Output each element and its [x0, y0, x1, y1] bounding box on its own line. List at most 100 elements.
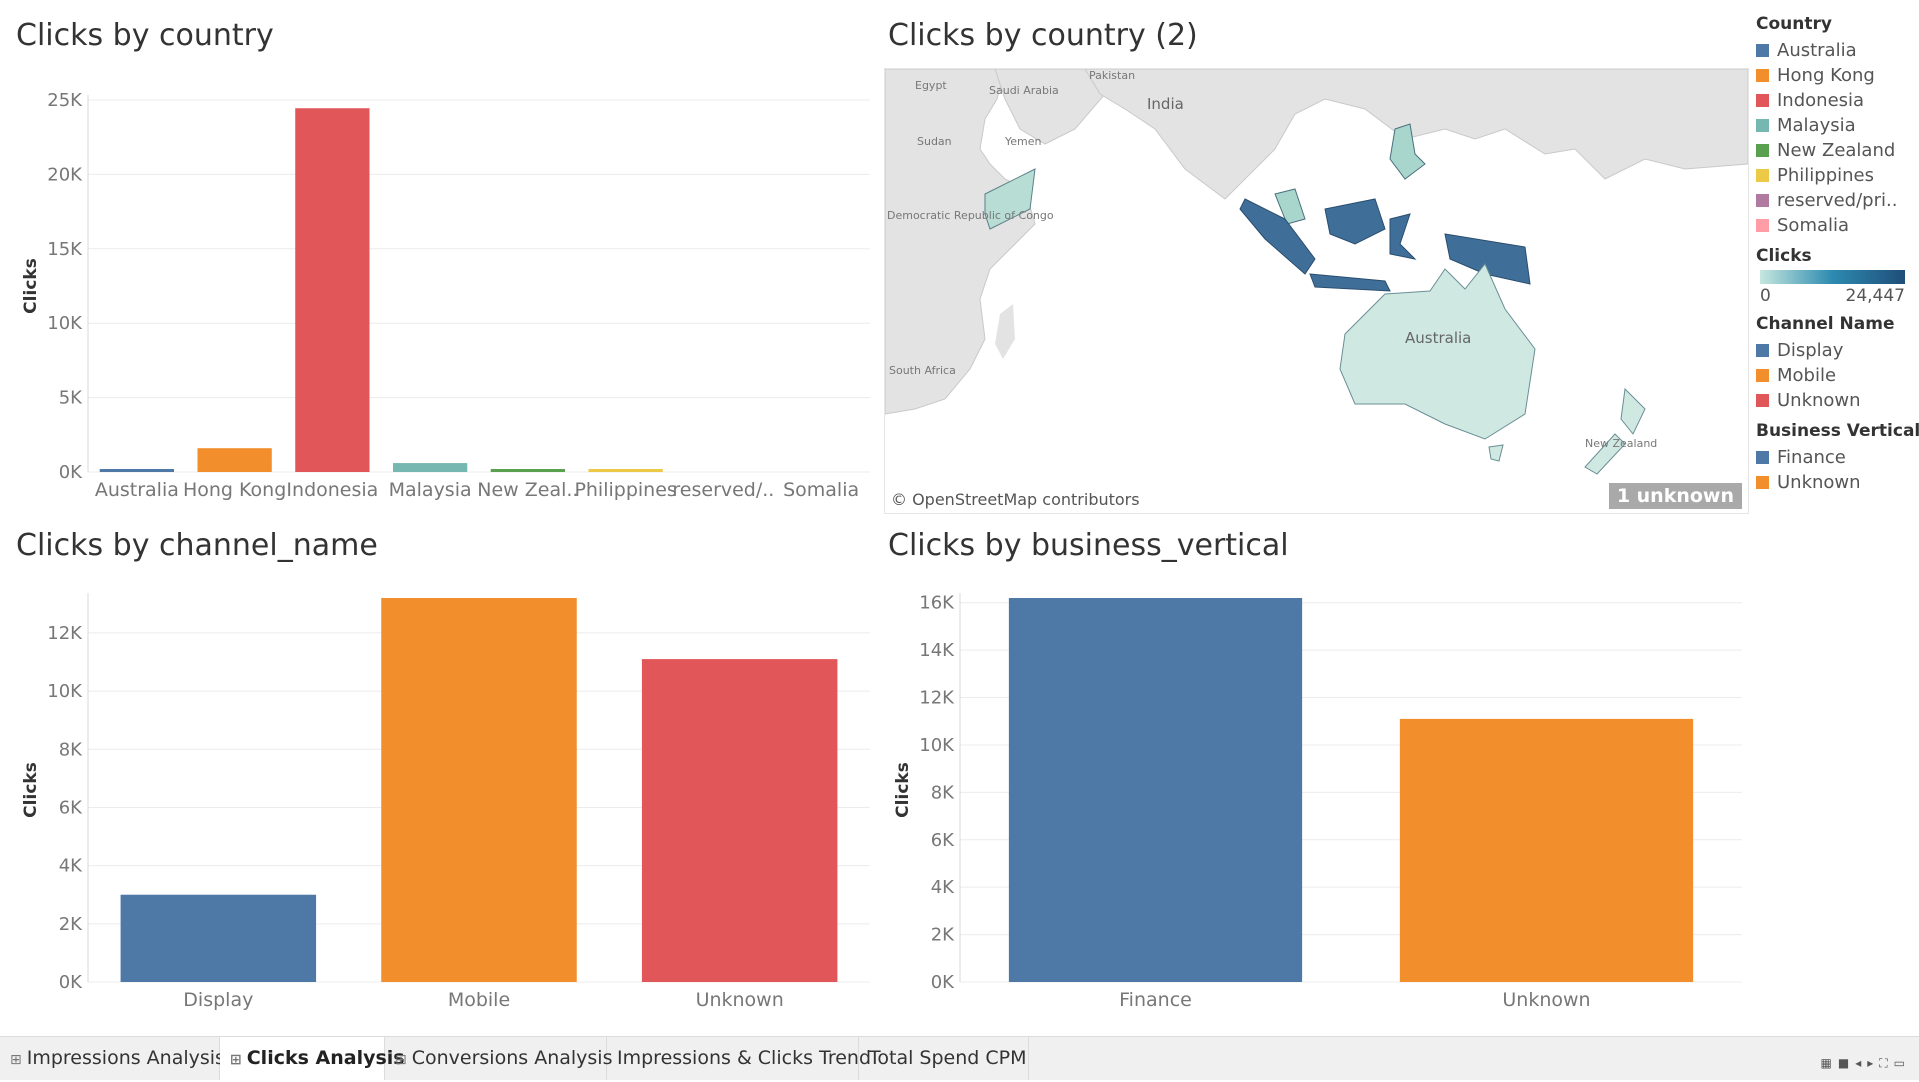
legend-item-reserved-pri-[interactable]: reserved/pri.. — [1756, 188, 1916, 213]
legend-item-australia[interactable]: Australia — [1756, 38, 1916, 63]
map-country-philippines[interactable] — [1389, 123, 1426, 180]
bar-australia[interactable] — [99, 469, 175, 472]
map-country-new-zealand[interactable] — [1620, 387, 1646, 435]
y-tick-label: 5K — [59, 388, 83, 409]
chart-title-vertical: Clicks by business_vertical — [888, 528, 1289, 563]
legend-item-indonesia[interactable]: Indonesia — [1756, 88, 1916, 113]
bar-mobile[interactable] — [381, 598, 577, 982]
legend-label: Malaysia — [1777, 115, 1856, 136]
prev-icon[interactable]: ◂ — [1855, 1056, 1868, 1070]
map-label-egypt: Egypt — [915, 79, 947, 92]
chart-title-map: Clicks by country (2) — [888, 18, 1198, 53]
list-view-icon[interactable]: ■ — [1837, 1056, 1856, 1070]
legend-label: Unknown — [1777, 390, 1861, 411]
tab-label: Clicks Analysis — [246, 1047, 405, 1069]
map-country-indonesia-java[interactable] — [1309, 273, 1391, 292]
bar-unknown[interactable] — [1399, 718, 1694, 982]
legend-swatch — [1756, 94, 1769, 107]
tab-impressions-clicks-trend[interactable]: Impressions & Clicks Trend — [607, 1037, 871, 1080]
map-country-new-zealand-south[interactable] — [1584, 433, 1626, 475]
tab-total-spend-cpm[interactable]: Total Spend CPM — [859, 1037, 1029, 1080]
x-category-label: Malaysia — [389, 479, 472, 501]
legend-panel: Country Australia Hong Kong Indonesia Malay… — [1756, 14, 1919, 503]
map-land-africa — [885, 69, 1036, 415]
map-country-somalia[interactable] — [984, 168, 1036, 230]
map-canvas[interactable]: Egypt Saudi Arabia Pakistan India Sudan … — [884, 68, 1749, 514]
y-tick-label: 12K — [919, 688, 955, 709]
legend-item-somalia[interactable]: Somalia — [1756, 213, 1916, 238]
map-country-indonesia-sumatra[interactable] — [1239, 198, 1316, 275]
present-icon[interactable]: ▭ — [1893, 1056, 1911, 1070]
y-tick-label: 0K — [59, 462, 83, 483]
map-country-indonesia-borneo[interactable] — [1324, 198, 1386, 245]
chart-title-channel: Clicks by channel_name — [16, 528, 378, 563]
bar-display[interactable] — [120, 894, 317, 982]
fullscreen-icon[interactable]: ⛶ — [1879, 1056, 1894, 1070]
legend-item-mobile[interactable]: Mobile — [1756, 363, 1916, 388]
map-label-sudan: Sudan — [917, 135, 952, 148]
chart-title-country: Clicks by country — [16, 18, 274, 53]
legend-vertical-items: Finance Unknown — [1756, 445, 1916, 495]
legend-item-finance[interactable]: Finance — [1756, 445, 1916, 470]
map-unknown-badge[interactable]: 1 unknown — [1608, 483, 1742, 509]
tab-clicks-analysis[interactable]: ⊞ Clicks Analysis — [220, 1037, 405, 1080]
map-country-australia[interactable] — [1339, 263, 1536, 440]
legend-item-display[interactable]: Display — [1756, 338, 1916, 363]
bar-finance[interactable] — [1008, 598, 1303, 982]
dashboard-icon: ⊞ — [10, 1052, 22, 1068]
legend-swatch — [1756, 44, 1769, 57]
map-label-south-africa: South Africa — [889, 364, 956, 377]
legend-swatch — [1756, 451, 1769, 464]
grid-view-icon[interactable]: ▦ — [1820, 1056, 1838, 1070]
bar-hong-kong[interactable] — [197, 448, 272, 472]
bar-unknown[interactable] — [641, 659, 838, 982]
legend-vertical-title: Business Vertical — [1756, 421, 1919, 441]
legend-label: Hong Kong — [1777, 65, 1875, 86]
bar-new-zeal-[interactable] — [490, 469, 566, 472]
legend-swatch — [1756, 119, 1769, 132]
x-category-label: Hong Kong — [183, 479, 286, 501]
legend-item-unknown[interactable]: Unknown — [1756, 388, 1916, 413]
legend-swatch — [1756, 169, 1769, 182]
y-tick-label: 14K — [919, 640, 955, 661]
bar-chart-vertical[interactable]: 0K 2K 4K 6K 8K 10K 12K 14K 16K Clicks Finance Unkno… — [888, 578, 1748, 1028]
map-label-congo: Democratic Republic of Congo — [887, 209, 1054, 222]
legend-swatch — [1756, 369, 1769, 382]
y-tick-label: 8K — [59, 739, 83, 760]
tab-impressions-analysis[interactable]: ⊞ Impressions Analysis — [0, 1037, 225, 1080]
legend-swatch — [1756, 194, 1769, 207]
map-country-indonesia-sulawesi[interactable] — [1389, 213, 1417, 260]
panel-clicks-by-vertical: Clicks by business_vertical 0K 2K 4K 6K 8K 10… — [888, 528, 1748, 1028]
legend-label: Indonesia — [1777, 90, 1865, 111]
tab-label: Impressions Analysis — [26, 1047, 225, 1069]
legend-label: Somalia — [1777, 215, 1850, 236]
x-category-label: Australia — [95, 479, 179, 501]
legend-label: Finance — [1777, 447, 1846, 468]
map-country-indonesia-papua[interactable] — [1444, 233, 1531, 285]
map-svg[interactable]: Egypt Saudi Arabia Pakistan India Sudan … — [885, 69, 1748, 513]
tab-conversions-analysis[interactable]: ⊞ Conversions Analysis — [385, 1037, 612, 1080]
legend-item-malaysia[interactable]: Malaysia — [1756, 113, 1916, 138]
map-land-tasmania[interactable] — [1488, 444, 1504, 462]
tab-navigation: ▦■◂▸⛶▭ — [1821, 1056, 1912, 1071]
legend-item-unknown[interactable]: Unknown — [1756, 470, 1916, 495]
y-axis-label: Clicks — [21, 762, 41, 818]
legend-item-hong-kong[interactable]: Hong Kong — [1756, 63, 1916, 88]
map-country-malaysia[interactable] — [1274, 188, 1306, 225]
legend-item-new-zealand[interactable]: New Zealand — [1756, 138, 1916, 163]
map-attribution[interactable]: © OpenStreetMap contributors — [891, 490, 1140, 509]
legend-label: Philippines — [1777, 165, 1874, 186]
y-tick-label: 20K — [47, 164, 83, 185]
legend-country-title: Country — [1756, 14, 1832, 34]
y-tick-label: 15K — [47, 239, 83, 260]
bar-philippines[interactable] — [588, 469, 663, 472]
y-tick-label: 4K — [931, 877, 955, 898]
bar-indonesia[interactable] — [295, 108, 370, 472]
x-category-label: Unknown — [1502, 989, 1590, 1011]
next-icon[interactable]: ▸ — [1867, 1056, 1880, 1070]
tab-label: Impressions & Clicks Trend — [617, 1047, 872, 1069]
bar-chart-channel[interactable]: 0K 2K 4K 6K 8K 10K 12K Clicks Display Mobile Unkno… — [16, 578, 876, 1028]
bar-malaysia[interactable] — [392, 463, 468, 472]
bar-chart-country[interactable]: 0K 5K 10K 15K 20K 25K Clicks Australia Hong Kong… — [16, 68, 876, 528]
legend-item-philippines[interactable]: Philippines — [1756, 163, 1916, 188]
